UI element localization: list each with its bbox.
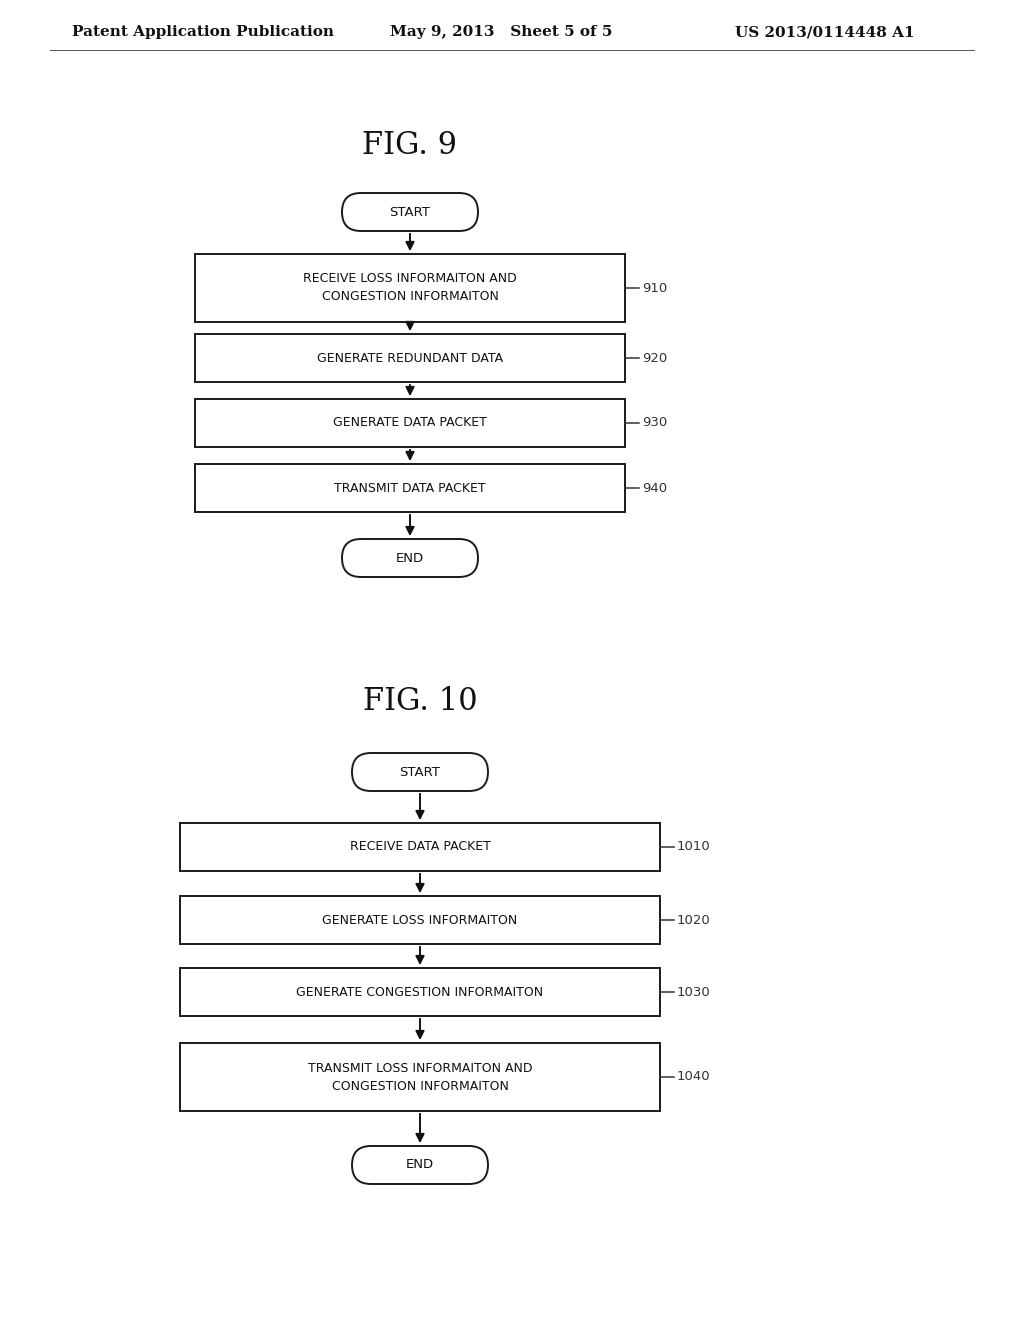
Text: GENERATE DATA PACKET: GENERATE DATA PACKET bbox=[333, 417, 487, 429]
Text: 930: 930 bbox=[642, 417, 668, 429]
Text: RECEIVE LOSS INFORMAITON AND
CONGESTION INFORMAITON: RECEIVE LOSS INFORMAITON AND CONGESTION … bbox=[303, 272, 517, 304]
FancyBboxPatch shape bbox=[195, 334, 625, 381]
Text: END: END bbox=[396, 552, 424, 565]
FancyBboxPatch shape bbox=[352, 1146, 488, 1184]
Text: START: START bbox=[399, 766, 440, 779]
Text: GENERATE LOSS INFORMAITON: GENERATE LOSS INFORMAITON bbox=[323, 913, 517, 927]
FancyBboxPatch shape bbox=[195, 399, 625, 447]
FancyBboxPatch shape bbox=[342, 193, 478, 231]
Text: GENERATE REDUNDANT DATA: GENERATE REDUNDANT DATA bbox=[317, 351, 503, 364]
Text: TRANSMIT LOSS INFORMAITON AND
CONGESTION INFORMAITON: TRANSMIT LOSS INFORMAITON AND CONGESTION… bbox=[308, 1061, 532, 1093]
Text: 920: 920 bbox=[642, 351, 668, 364]
FancyBboxPatch shape bbox=[180, 1043, 660, 1111]
Text: Patent Application Publication: Patent Application Publication bbox=[72, 25, 334, 40]
Text: RECEIVE DATA PACKET: RECEIVE DATA PACKET bbox=[349, 841, 490, 854]
Text: 1010: 1010 bbox=[677, 841, 711, 854]
Text: TRANSMIT DATA PACKET: TRANSMIT DATA PACKET bbox=[334, 482, 485, 495]
FancyBboxPatch shape bbox=[342, 539, 478, 577]
Text: 910: 910 bbox=[642, 281, 668, 294]
Text: 1040: 1040 bbox=[677, 1071, 711, 1084]
FancyBboxPatch shape bbox=[195, 465, 625, 512]
Text: 940: 940 bbox=[642, 482, 667, 495]
FancyBboxPatch shape bbox=[180, 822, 660, 871]
Text: 1020: 1020 bbox=[677, 913, 711, 927]
FancyBboxPatch shape bbox=[352, 752, 488, 791]
FancyBboxPatch shape bbox=[180, 968, 660, 1016]
Text: FIG. 9: FIG. 9 bbox=[362, 129, 458, 161]
FancyBboxPatch shape bbox=[180, 896, 660, 944]
Text: 1030: 1030 bbox=[677, 986, 711, 998]
Text: START: START bbox=[389, 206, 430, 219]
Text: US 2013/0114448 A1: US 2013/0114448 A1 bbox=[735, 25, 914, 40]
Text: FIG. 10: FIG. 10 bbox=[362, 686, 477, 718]
Text: END: END bbox=[406, 1159, 434, 1172]
FancyBboxPatch shape bbox=[195, 253, 625, 322]
Text: May 9, 2013   Sheet 5 of 5: May 9, 2013 Sheet 5 of 5 bbox=[390, 25, 612, 40]
Text: GENERATE CONGESTION INFORMAITON: GENERATE CONGESTION INFORMAITON bbox=[296, 986, 544, 998]
